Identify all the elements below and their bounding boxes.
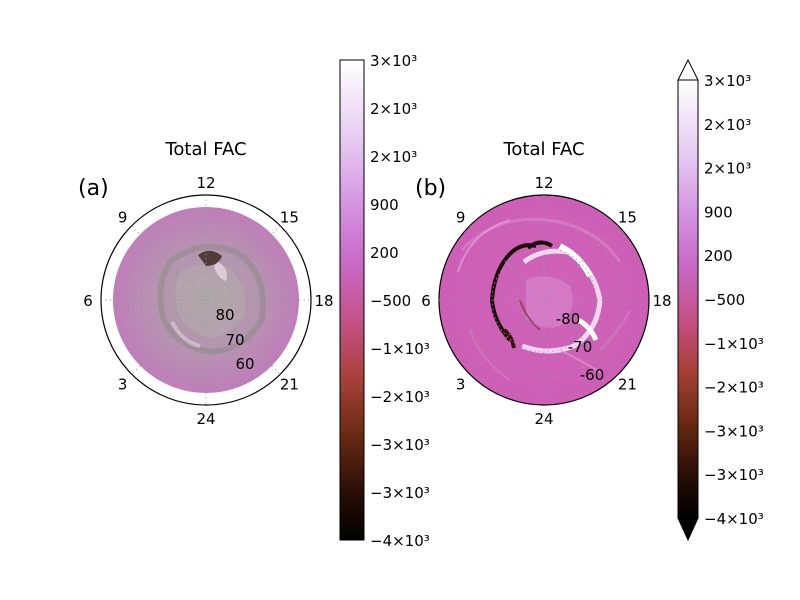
panel-b-latitude-labels: -80 -70 -60 xyxy=(556,310,605,384)
colorbar-tick-label: −2×10³ xyxy=(704,379,764,397)
mlt-label: 3 xyxy=(118,375,128,393)
mlt-label: 9 xyxy=(456,209,466,227)
panel-b-title: Total FAC xyxy=(502,139,584,160)
panel-a-oval xyxy=(157,243,266,356)
colorbar-tick-label: −4×10³ xyxy=(704,510,764,528)
panel-b-label: (b) xyxy=(415,176,446,201)
panel-a-oval-inner xyxy=(175,263,246,338)
colorbar-tick-label: 2×10³ xyxy=(704,160,751,178)
colorbar-tick-label: 200 xyxy=(370,244,399,262)
panel-a-label: (a) xyxy=(78,176,109,201)
colorbar-b-top-arrow xyxy=(677,58,699,81)
mlt-label: 24 xyxy=(196,410,215,428)
panel-b-mlt-labels: 12 15 9 18 6 21 3 24 xyxy=(421,174,671,428)
colorbar-tick-label: −1×10³ xyxy=(704,335,764,353)
latitude-label: -70 xyxy=(568,338,593,356)
mlt-label: 21 xyxy=(618,375,637,393)
colorbar-tick-label: 900 xyxy=(370,196,399,214)
colorbar-tick-label: 3×10³ xyxy=(370,52,417,70)
panel-a-title: Total FAC xyxy=(164,139,246,160)
colorbar-a-bar xyxy=(339,59,365,541)
panel-b-grid xyxy=(439,195,649,405)
latitude-label: 80 xyxy=(215,306,234,324)
mlt-label: 6 xyxy=(83,292,93,310)
colorbar-tick-label: 200 xyxy=(704,247,733,265)
colorbar-tick-label: −2×10³ xyxy=(370,388,430,406)
colorbar-a-ticks: 3×10³ 2×10³ 2×10³ 900 200 −500 −1×10³ −2×10³ −3×… xyxy=(370,52,430,550)
latitude-label: 70 xyxy=(225,331,244,349)
colorbar-b-ticks: 3×10³ 2×10³ 2×10³ 900 200 −500 −1×10³ −2×10³ −3×… xyxy=(704,72,764,528)
mlt-label: 18 xyxy=(314,292,333,310)
colorbar-tick-label: −3×10³ xyxy=(704,422,764,440)
mlt-label: 15 xyxy=(280,209,299,227)
panel-a-grid xyxy=(101,195,311,405)
colorbar-tick-label: 3×10³ xyxy=(704,72,751,90)
mlt-label: 15 xyxy=(618,209,637,227)
mlt-label: 21 xyxy=(280,375,299,393)
mlt-label: 9 xyxy=(118,209,128,227)
colorbar-tick-label: −3×10³ xyxy=(370,436,430,454)
panel-b: (b) Total FAC 12 15 9 xyxy=(415,139,672,428)
mlt-label: 12 xyxy=(534,174,553,192)
colorbar-tick-label: −4×10³ xyxy=(370,532,430,550)
colorbar-tick-label: −3×10³ xyxy=(704,466,764,484)
colorbar-tick-label: 2×10³ xyxy=(370,148,417,166)
panel-a-dark-patch xyxy=(198,250,222,266)
panel-a-mlt-labels: 12 15 9 18 6 21 3 24 xyxy=(83,174,333,428)
colorbar-a: 3×10³ 2×10³ 2×10³ 900 200 −500 −1×10³ −2×10³ −3×… xyxy=(339,52,430,550)
colorbar-tick-label: 900 xyxy=(704,203,733,221)
mlt-label: 18 xyxy=(652,292,671,310)
mlt-label: 6 xyxy=(421,292,431,310)
mlt-label: 24 xyxy=(534,410,553,428)
panel-b-structures xyxy=(457,217,632,381)
colorbar-tick-label: −1×10³ xyxy=(370,340,430,358)
panel-a-light-patch xyxy=(214,262,227,282)
colorbar-tick-label: −500 xyxy=(370,292,411,310)
colorbar-b-bottom-arrow xyxy=(677,517,699,542)
colorbar-b: 3×10³ 2×10³ 2×10³ 900 200 −500 −1×10³ −2×10³ −3×… xyxy=(677,58,764,542)
colorbar-tick-label: −3×10³ xyxy=(370,484,430,502)
latitude-label: -60 xyxy=(580,366,605,384)
latitude-label: -80 xyxy=(556,310,581,328)
colorbar-tick-label: −500 xyxy=(704,291,745,309)
latitude-label: 60 xyxy=(235,355,254,373)
colorbar-tick-label: 2×10³ xyxy=(704,116,751,134)
mlt-label: 3 xyxy=(456,375,466,393)
colorbar-tick-label: 2×10³ xyxy=(370,100,417,118)
panel-a-latitude-labels: 80 70 60 xyxy=(215,306,254,373)
panel-a: (a) Total FAC 12 15 9 18 6 21 3 24 80 70 60 xyxy=(78,139,334,428)
panel-a-side-patch xyxy=(170,321,201,348)
colorbar-b-bar xyxy=(677,79,699,519)
mlt-label: 12 xyxy=(196,174,215,192)
